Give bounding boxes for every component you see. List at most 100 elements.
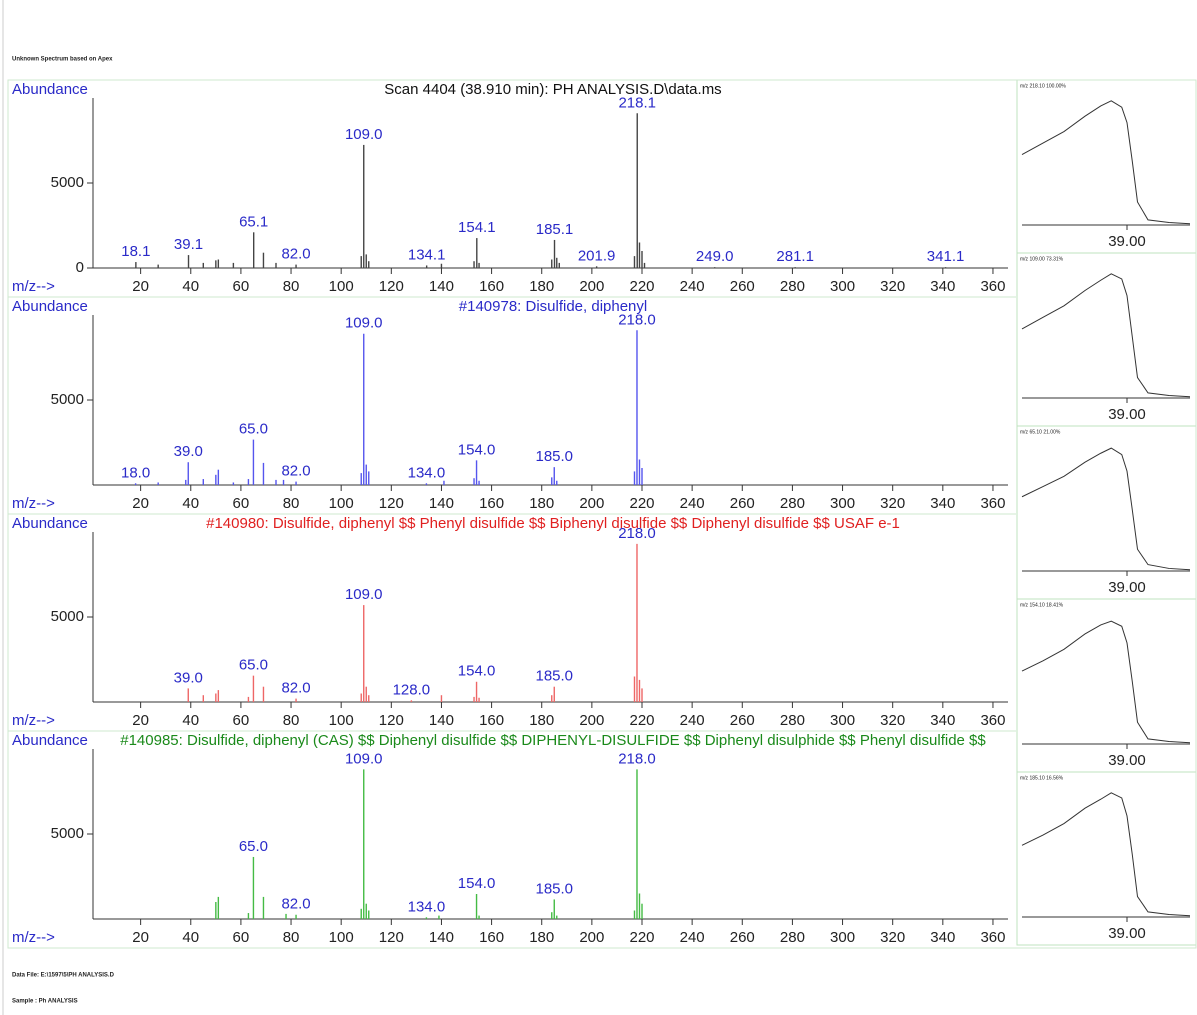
peak-label: 218.0 [618, 311, 656, 328]
peak-label: 82.0 [281, 896, 310, 913]
peak-label: 249.0 [696, 248, 734, 265]
chart-title: m/z 109.00 73.31% [1020, 256, 1064, 262]
chart-title: #140980: Disulfide, diphenyl $$ Phenyl d… [206, 515, 900, 532]
chart-title: #140978: Disulfide, diphenyl [459, 298, 647, 315]
x-tick-label: 39.00 [1108, 579, 1146, 596]
x-tick-label: 280 [780, 712, 805, 729]
x-tick-label: 100 [329, 712, 354, 729]
ion-trace [1021, 620, 1191, 744]
peak-label: 109.0 [345, 586, 383, 603]
peak-label: 109.0 [345, 126, 383, 143]
x-tick-label: 80 [283, 495, 300, 512]
x-tick-label: 300 [830, 712, 855, 729]
peak-label: 134.0 [408, 898, 446, 915]
y-axis-label: Abundance [12, 81, 88, 98]
peak-label: 281.1 [776, 248, 814, 265]
panel-frame [1016, 79, 1197, 254]
x-axis-label: m/z--> [12, 278, 55, 295]
x-tick-label: 300 [830, 495, 855, 512]
peak-label: 341.1 [927, 248, 965, 265]
x-tick-label: 120 [379, 929, 404, 946]
x-tick-label: 320 [880, 278, 905, 295]
x-tick-label: 39.00 [1108, 406, 1146, 423]
panel-frame [1016, 425, 1197, 600]
x-tick-label: 80 [283, 929, 300, 946]
x-tick-label: 240 [680, 278, 705, 295]
peak-label: 82.0 [281, 246, 310, 263]
x-axis-label: m/z--> [12, 929, 55, 946]
x-tick-label: 40 [182, 929, 199, 946]
x-tick-label: 20 [132, 929, 149, 946]
x-tick-label: 120 [379, 712, 404, 729]
x-tick-label: 320 [880, 495, 905, 512]
x-tick-label: 260 [730, 929, 755, 946]
x-tick-label: 360 [980, 712, 1005, 729]
x-tick-label: 60 [233, 495, 250, 512]
x-tick-label: 280 [780, 495, 805, 512]
peak-label: 185.0 [535, 880, 573, 897]
x-tick-label: 220 [629, 929, 654, 946]
peak-label: 218.0 [618, 750, 656, 767]
x-tick-label: 340 [930, 495, 955, 512]
x-tick-label: 20 [132, 495, 149, 512]
x-tick-label: 60 [233, 712, 250, 729]
chart-title: Scan 4404 (38.910 min): PH ANALYSIS.D\da… [384, 81, 721, 98]
x-tick-label: 140 [429, 278, 454, 295]
peak-label: 39.0 [174, 669, 203, 686]
heading: Unknown Spectrum based on Apex [12, 57, 113, 63]
peak-label: 109.0 [345, 315, 383, 332]
x-tick-label: 39.00 [1108, 925, 1146, 942]
x-tick-label: 80 [283, 278, 300, 295]
x-tick-label: 140 [429, 495, 454, 512]
y-tick-label: 5000 [51, 825, 84, 842]
x-tick-label: 39.00 [1108, 752, 1146, 769]
ion-trace [1021, 447, 1191, 571]
peak-label: 218.1 [618, 94, 656, 111]
x-tick-label: 360 [980, 278, 1005, 295]
peak-label: 65.0 [239, 657, 268, 674]
x-tick-label: 180 [529, 929, 554, 946]
x-tick-label: 100 [329, 278, 354, 295]
x-tick-label: 200 [579, 712, 604, 729]
chart-title: m/z 154.10 18.41% [1020, 602, 1064, 608]
x-tick-label: 360 [980, 929, 1005, 946]
x-tick-label: 140 [429, 929, 454, 946]
peak-label: 154.0 [458, 875, 496, 892]
x-tick-label: 60 [233, 278, 250, 295]
sample: Sample : Ph ANALYSIS [12, 999, 78, 1005]
x-tick-label: 180 [529, 712, 554, 729]
x-tick-label: 20 [132, 712, 149, 729]
peak-label: 201.9 [578, 247, 616, 264]
chart-title: m/z 185.10 16.56% [1020, 775, 1064, 781]
peak-label: 65.0 [239, 421, 268, 438]
x-tick-label: 240 [680, 712, 705, 729]
x-tick-label: 140 [429, 712, 454, 729]
x-axis-label: m/z--> [12, 712, 55, 729]
ion-trace [1021, 273, 1191, 398]
x-tick-label: 100 [329, 929, 354, 946]
x-tick-label: 60 [233, 929, 250, 946]
panel-frame [1016, 598, 1197, 773]
y-tick-label: 5000 [51, 608, 84, 625]
peak-label: 134.0 [408, 464, 446, 481]
peak-label: 154.0 [458, 441, 496, 458]
x-tick-label: 120 [379, 278, 404, 295]
y-tick-label: 5000 [51, 174, 84, 191]
x-tick-label: 300 [830, 929, 855, 946]
data-file: Data File: E:\1597\5\PH ANALYSIS.D [12, 973, 115, 979]
x-tick-label: 80 [283, 712, 300, 729]
x-tick-label: 280 [780, 278, 805, 295]
peak-label: 185.1 [536, 221, 574, 238]
x-tick-label: 160 [479, 712, 504, 729]
x-tick-label: 40 [182, 495, 199, 512]
peak-label: 154.0 [458, 663, 496, 680]
panel-frame [1016, 771, 1197, 946]
x-tick-label: 20 [132, 278, 149, 295]
x-tick-label: 180 [529, 278, 554, 295]
x-tick-label: 160 [479, 278, 504, 295]
peak-label: 218.0 [618, 525, 656, 542]
ion-trace [1021, 100, 1191, 225]
x-tick-label: 160 [479, 929, 504, 946]
x-tick-label: 240 [680, 929, 705, 946]
